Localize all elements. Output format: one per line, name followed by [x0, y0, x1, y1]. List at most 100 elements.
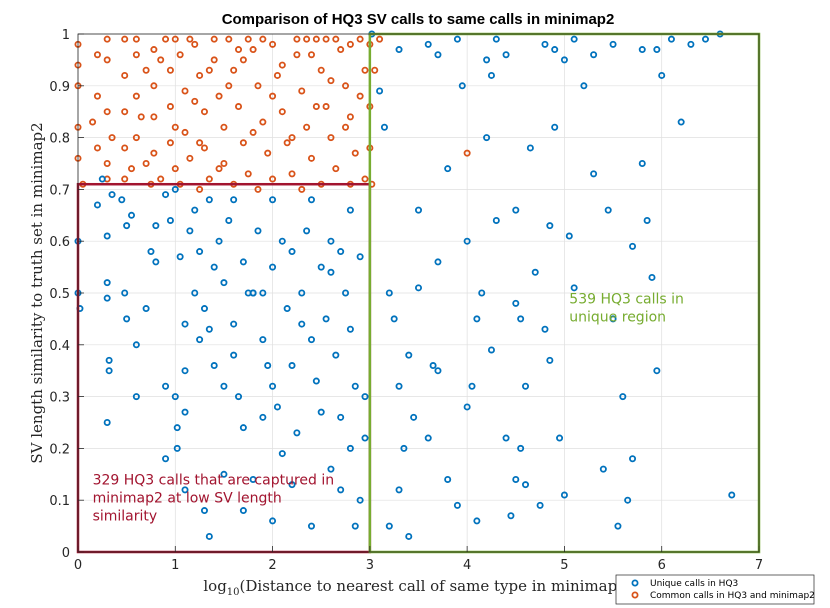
unique-call-point: [108, 191, 116, 199]
legend-box: [615, 574, 815, 605]
common-call-point: [215, 165, 223, 173]
common-call-point: [166, 66, 174, 74]
legend-marker-unique: [631, 579, 639, 587]
chart-title: Comparison of HQ3 SV calls to same calls…: [222, 11, 615, 28]
unique-call-point: [512, 206, 520, 214]
unique-call-point: [225, 216, 233, 224]
unique-call-point: [434, 367, 442, 375]
unique-call-point: [658, 71, 666, 79]
x-tick-label: 2: [268, 558, 276, 573]
unique-call-point: [629, 242, 637, 250]
unique-call-point: [269, 517, 277, 525]
common-call-point: [196, 139, 204, 147]
common-call-point: [283, 139, 291, 147]
unique-call-point: [230, 320, 238, 328]
common-call-point: [220, 123, 228, 131]
unique-call-point: [599, 465, 607, 473]
unique-call-point: [176, 253, 184, 261]
unique-call-point: [351, 522, 359, 530]
unique-call-point: [590, 51, 598, 59]
common-call-point: [171, 35, 179, 43]
common-call-point: [307, 154, 315, 162]
common-call-point: [235, 46, 243, 54]
common-call-point: [200, 108, 208, 116]
unique-call-point: [181, 408, 189, 416]
common-call-point: [150, 82, 158, 90]
unique-call-point: [210, 362, 218, 370]
unique-call-point: [541, 325, 549, 333]
unique-call-point: [619, 393, 627, 401]
unique-call-point: [200, 305, 208, 313]
unique-call-point: [356, 253, 364, 261]
x-tick-label: 1: [171, 558, 179, 573]
unique-call-point: [259, 336, 267, 344]
unique-call-point: [346, 206, 354, 214]
x-axis-label: log10(Distance to nearest call of same t…: [203, 577, 632, 598]
unique-call-point: [278, 450, 286, 458]
unique-call-point: [93, 201, 101, 209]
common-call-point: [269, 175, 277, 183]
common-call-point: [225, 82, 233, 90]
common-call-point: [254, 185, 262, 193]
common-call-point: [278, 108, 286, 116]
unique-call-point: [380, 123, 388, 131]
axis-ticks: 0 1 2 3 4 5 6 7 0 0.1 0.2 0.3 0.4 0.5 0.6 0.7 0.8 0.9 1: [49, 28, 763, 573]
unique-call-point: [517, 315, 525, 323]
unique-call-point: [230, 196, 238, 204]
unique-call-point: [293, 429, 301, 437]
unique-call-point: [468, 382, 476, 390]
unique-call-point: [687, 40, 695, 48]
unique-call-point: [303, 227, 311, 235]
y-tick-label: 0.1: [49, 494, 70, 509]
common-call-point: [191, 40, 199, 48]
unique-call-point: [453, 35, 461, 43]
common-call-point: [121, 71, 129, 79]
unique-call-point: [239, 507, 247, 515]
unique-call-point: [181, 486, 189, 494]
common-call-point: [351, 149, 359, 157]
unique-call-point: [259, 413, 267, 421]
common-call-point: [463, 149, 471, 157]
common-call-point: [361, 66, 369, 74]
unique-call-point: [239, 424, 247, 432]
unique-call-point: [123, 222, 131, 230]
common-call-point: [288, 134, 296, 142]
common-call-point: [121, 144, 129, 152]
common-call-point: [312, 103, 320, 111]
common-call-point: [293, 35, 301, 43]
y-tick-label: 0.2: [49, 442, 70, 457]
unique-call-point: [196, 248, 204, 256]
unique-call-point: [269, 263, 277, 271]
unique-call-point: [283, 305, 291, 313]
common-call-point: [225, 35, 233, 43]
unique-call-point: [643, 216, 651, 224]
series-unique-calls: [74, 30, 736, 540]
unique-call-point: [560, 56, 568, 64]
common-call-point: [132, 35, 140, 43]
unique-call-point: [531, 268, 539, 276]
y-tick-label: 0: [62, 546, 70, 561]
common-call-point: [210, 35, 218, 43]
x-tick-label: 7: [755, 558, 763, 573]
unique-call-point: [522, 382, 530, 390]
common-call-point: [128, 165, 136, 173]
unique-call-point: [604, 206, 612, 214]
common-call-point: [293, 51, 301, 59]
unique-call-point: [473, 517, 481, 525]
common-call-point: [327, 134, 335, 142]
common-call-point: [132, 92, 140, 100]
unique-call-point: [298, 289, 306, 297]
unique-call-point: [269, 196, 277, 204]
unique-call-point: [121, 289, 129, 297]
y-axis-label: SV length similarity to truth set in min…: [28, 122, 46, 463]
unique-call-point: [395, 46, 403, 54]
unique-call-point: [103, 232, 111, 240]
unique-call-point: [502, 434, 510, 442]
unique-call-point: [103, 294, 111, 302]
common-call-point: [142, 66, 150, 74]
common-call-point: [196, 185, 204, 193]
common-call-point: [322, 35, 330, 43]
unique-call-point: [410, 413, 418, 421]
unique-call-point: [487, 71, 495, 79]
common-call-point: [337, 46, 345, 54]
